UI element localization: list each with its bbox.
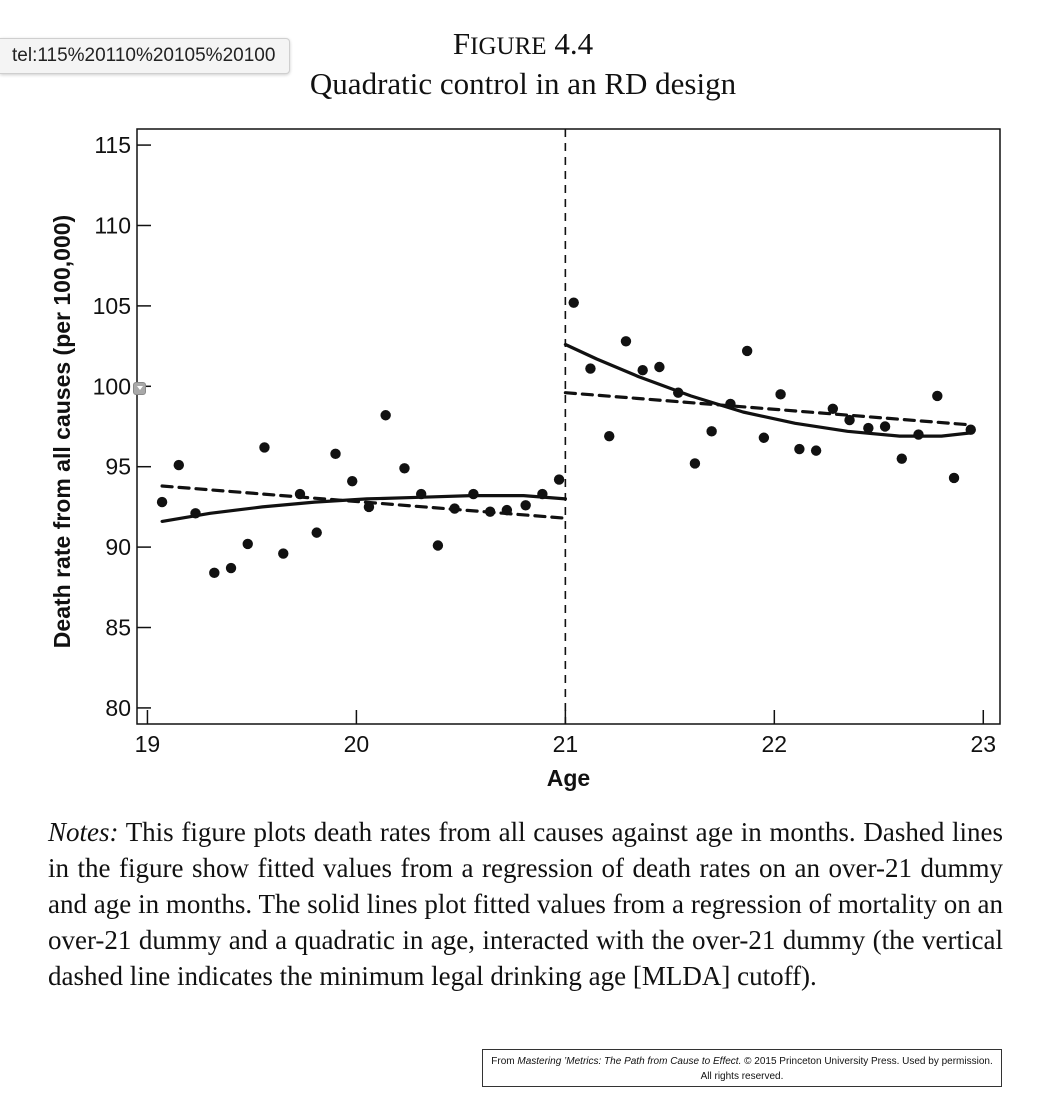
data-point bbox=[620, 336, 632, 347]
link-tooltip: tel:115%20110%20105%20100 bbox=[0, 38, 291, 74]
figure-label-number: 4.4 bbox=[554, 26, 594, 61]
data-point bbox=[725, 398, 736, 410]
data-point bbox=[810, 445, 822, 456]
linear-fit-line bbox=[563, 391, 973, 427]
data-point bbox=[537, 488, 548, 500]
data-point bbox=[896, 453, 907, 464]
data-point bbox=[844, 414, 855, 426]
data-point bbox=[879, 421, 891, 432]
data-point bbox=[827, 403, 839, 415]
credit-box: From Mastering ’Metrics: The Path from C… bbox=[482, 1049, 1002, 1087]
data-point bbox=[347, 475, 358, 487]
x-axis-title: Age bbox=[547, 765, 590, 791]
data-point bbox=[468, 488, 479, 500]
credit-suffix: © 2015 Princeton University Press. Used … bbox=[744, 1056, 993, 1067]
y-tick-label: 115 bbox=[94, 132, 131, 158]
data-point bbox=[775, 389, 786, 400]
data-point bbox=[311, 527, 322, 538]
credit-rights: All rights reserved. bbox=[700, 1071, 784, 1082]
credit-book: Mastering ’Metrics: The Path from Cause … bbox=[517, 1056, 742, 1067]
data-point bbox=[604, 430, 615, 442]
data-point bbox=[706, 426, 717, 437]
data-point bbox=[330, 448, 341, 460]
x-tick-label: 20 bbox=[344, 731, 370, 757]
data-point bbox=[449, 503, 460, 514]
data-point bbox=[432, 540, 444, 551]
x-tick-label: 23 bbox=[970, 731, 996, 757]
data-point bbox=[568, 297, 579, 308]
linear-fit-line bbox=[160, 484, 567, 520]
x-tick-label: 19 bbox=[135, 731, 161, 757]
data-point bbox=[932, 390, 943, 402]
data-point bbox=[156, 496, 168, 508]
data-point bbox=[209, 567, 220, 579]
data-point bbox=[501, 504, 513, 516]
data-point bbox=[259, 442, 270, 453]
figure-label-rest: IGURE bbox=[470, 33, 547, 60]
x-tick-label: 22 bbox=[762, 731, 788, 757]
notes-lead: Notes: bbox=[48, 817, 119, 847]
data-point bbox=[948, 472, 960, 484]
figure-label-initial: F bbox=[452, 26, 471, 61]
data-point bbox=[190, 508, 201, 519]
y-tick-label: 100 bbox=[93, 373, 131, 399]
notes-text: This figure plots death rates from all c… bbox=[48, 817, 1003, 991]
y-tick-label: 80 bbox=[105, 695, 131, 721]
data-point bbox=[278, 548, 289, 559]
data-point bbox=[758, 432, 770, 443]
data-point bbox=[689, 458, 701, 469]
data-point bbox=[173, 459, 184, 471]
data-point bbox=[637, 365, 648, 376]
figure-notes: Notes: This figure plots death rates fro… bbox=[48, 814, 1003, 994]
data-point bbox=[741, 345, 753, 357]
chart: 80 85 90 95 100 105 110 115 19 20 21 22 23 Age Death r… bbox=[49, 128, 1001, 791]
quadratic-fit-line bbox=[563, 342, 973, 438]
data-point bbox=[242, 538, 253, 550]
data-point bbox=[363, 501, 375, 513]
data-point bbox=[399, 463, 410, 474]
y-tick-label: 85 bbox=[105, 615, 131, 641]
quadratic-fit-line bbox=[160, 494, 567, 523]
figure-subtitle: Quadratic control in an RD design bbox=[309, 66, 737, 101]
y-axis-title: Death rate from all causes (per 100,000) bbox=[49, 215, 75, 648]
data-point bbox=[673, 387, 684, 398]
data-point bbox=[225, 562, 237, 574]
y-tick-label: 105 bbox=[93, 293, 131, 319]
data-point bbox=[484, 506, 496, 517]
credit-prefix: From bbox=[491, 1056, 515, 1067]
data-point bbox=[520, 500, 531, 511]
data-point bbox=[913, 429, 924, 440]
data-point bbox=[863, 422, 874, 434]
data-point bbox=[415, 488, 427, 500]
y-tick-label: 95 bbox=[105, 454, 131, 480]
plot-frame bbox=[136, 128, 1001, 725]
x-tick-label: 21 bbox=[553, 731, 579, 757]
y-tick-label: 90 bbox=[105, 534, 131, 560]
y-tick-label: 110 bbox=[94, 212, 131, 238]
data-point bbox=[794, 443, 805, 455]
resize-handle-icon[interactable] bbox=[133, 382, 146, 395]
data-point bbox=[965, 424, 976, 435]
figure-label: FIGURE 4.4 bbox=[0, 26, 1046, 65]
data-point bbox=[294, 488, 306, 500]
data-point bbox=[585, 363, 596, 374]
data-point bbox=[654, 361, 665, 373]
data-point bbox=[553, 474, 565, 485]
data-point bbox=[380, 410, 391, 421]
